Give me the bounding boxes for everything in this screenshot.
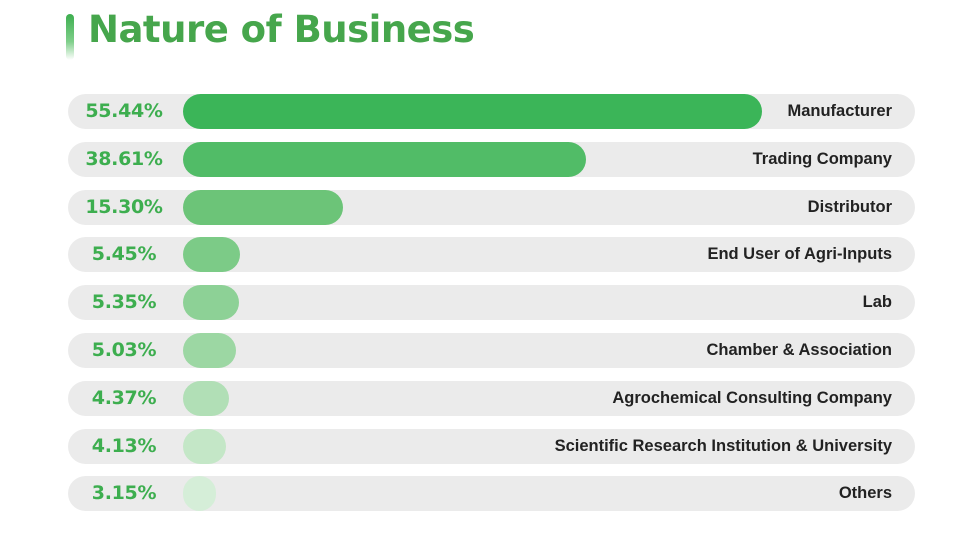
bar-value-label: 55.44% bbox=[85, 100, 163, 122]
bar-row: 38.61% Trading Company bbox=[68, 141, 915, 177]
bar-value-label: 5.45% bbox=[91, 243, 157, 266]
bar bbox=[183, 285, 239, 321]
bar-value-label: 3.15% bbox=[91, 482, 157, 505]
bar-category-label: Trading Company bbox=[752, 149, 892, 168]
bar-category-label: Lab bbox=[862, 293, 892, 312]
bar-row: 15.30% Distributor bbox=[68, 189, 915, 225]
bar-value-label: 5.35% bbox=[91, 291, 157, 314]
bar-row: 3.15% Others bbox=[68, 476, 915, 512]
bar bbox=[183, 94, 763, 129]
bar-category-label: Agrochemical Consulting Company bbox=[612, 388, 892, 407]
bar bbox=[183, 237, 240, 273]
bar-value-label: 4.13% bbox=[91, 434, 157, 457]
bar-category-label: Others bbox=[838, 484, 892, 503]
bar bbox=[183, 332, 236, 368]
bar-row: 5.45% End User of Agri-Inputs bbox=[68, 237, 915, 273]
bar-row: 55.44% Manufacturer bbox=[68, 94, 915, 129]
bar bbox=[183, 141, 587, 177]
bar-value-label: 38.61% bbox=[85, 147, 163, 170]
bar-value-label: 15.30% bbox=[85, 195, 163, 218]
bar-row: 5.35% Lab bbox=[68, 285, 915, 321]
bar-row: 4.37% Agrochemical Consulting Company bbox=[68, 380, 915, 416]
bar-category-label: Distributor bbox=[807, 197, 892, 216]
bar bbox=[183, 476, 216, 512]
bar-value-label: 5.03% bbox=[91, 338, 157, 361]
bar-row: 5.03% Chamber & Association bbox=[68, 332, 915, 368]
bar bbox=[183, 189, 343, 225]
bar bbox=[183, 380, 229, 416]
chart-title: Nature of Business bbox=[88, 8, 475, 51]
bar-category-label: Manufacturer bbox=[787, 102, 892, 120]
bar bbox=[183, 428, 227, 464]
bar-category-label: Scientific Research Institution & Univer… bbox=[554, 436, 892, 455]
bar-chart: 55.44% Manufacturer 38.61% Trading Company 1… bbox=[68, 94, 915, 524]
bar-value-label: 4.37% bbox=[91, 386, 157, 409]
bar-category-label: End User of Agri-Inputs bbox=[707, 245, 892, 264]
title-accent-bar bbox=[66, 14, 74, 60]
bar-category-label: Chamber & Association bbox=[706, 340, 892, 359]
bar-row: 4.13% Scientific Research Institution & U… bbox=[68, 428, 915, 464]
